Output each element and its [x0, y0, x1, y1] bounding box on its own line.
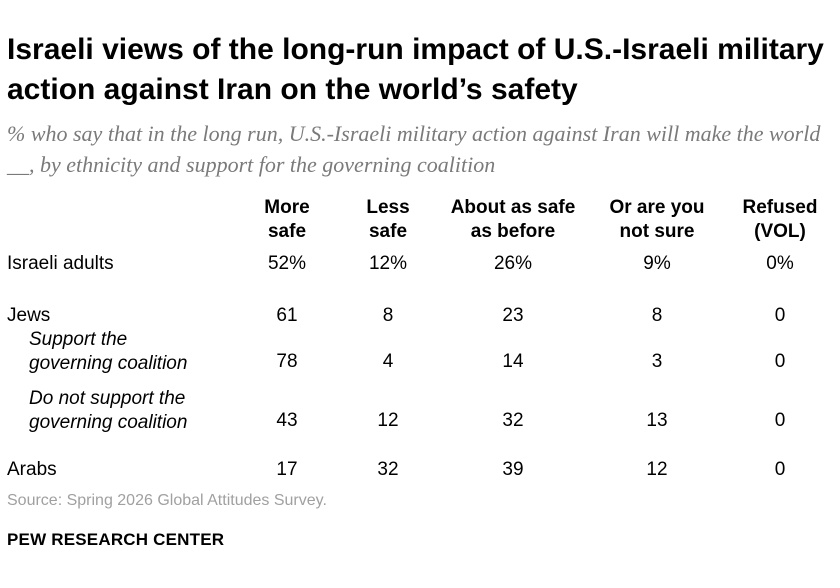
row-label: Israeli adults [7, 253, 114, 274]
row-label: Support the governing coalition [29, 329, 188, 374]
chart-subtitle: % who say that in the long run, U.S.-Isr… [7, 121, 821, 177]
table-cell: 32 [502, 410, 524, 431]
table-cell: 43 [276, 410, 298, 431]
table-cell: 17 [276, 459, 298, 480]
footer-brand: PEW RESEARCH CENTER [7, 530, 225, 549]
table-cell: 39 [502, 459, 524, 480]
table-cell: 13 [646, 410, 668, 431]
column-header: Less safe [366, 197, 410, 242]
column-header: About as safe as before [450, 197, 576, 242]
table-cell: 12% [368, 253, 408, 274]
column-header: Or are you not sure [609, 197, 705, 242]
table-cell: 0 [774, 410, 786, 431]
table-cell: 23 [502, 305, 524, 326]
source-note: Source: Spring 2026 Global Attitudes Sur… [7, 492, 327, 509]
table-cell: 78 [276, 351, 298, 372]
table-cell: 3 [651, 351, 663, 372]
row-label: Jews [7, 305, 51, 326]
table-cell: 12 [377, 410, 399, 431]
row-label: Arabs [7, 459, 57, 480]
table-cell: 61 [276, 305, 298, 326]
chart-title: Israeli views of the long-run impact of … [7, 33, 824, 106]
table-cell: 9% [643, 253, 671, 274]
table-cell: 26% [493, 253, 533, 274]
column-header: Refused (VOL) [742, 197, 818, 242]
table-cell: 52% [267, 253, 307, 274]
table-cell: 0 [774, 459, 786, 480]
table-cell: 14 [502, 351, 524, 372]
table-cell: 4 [382, 351, 394, 372]
table-cell: 12 [646, 459, 668, 480]
table-cell: 8 [651, 305, 663, 326]
column-header: More safe [264, 197, 310, 242]
table-cell: 8 [382, 305, 394, 326]
table-cell: 32 [377, 459, 399, 480]
table-cell: 0% [766, 253, 794, 274]
table-cell: 0 [774, 305, 786, 326]
row-label: Do not support the governing coalition [29, 388, 188, 433]
table-cell: 0 [774, 351, 786, 372]
